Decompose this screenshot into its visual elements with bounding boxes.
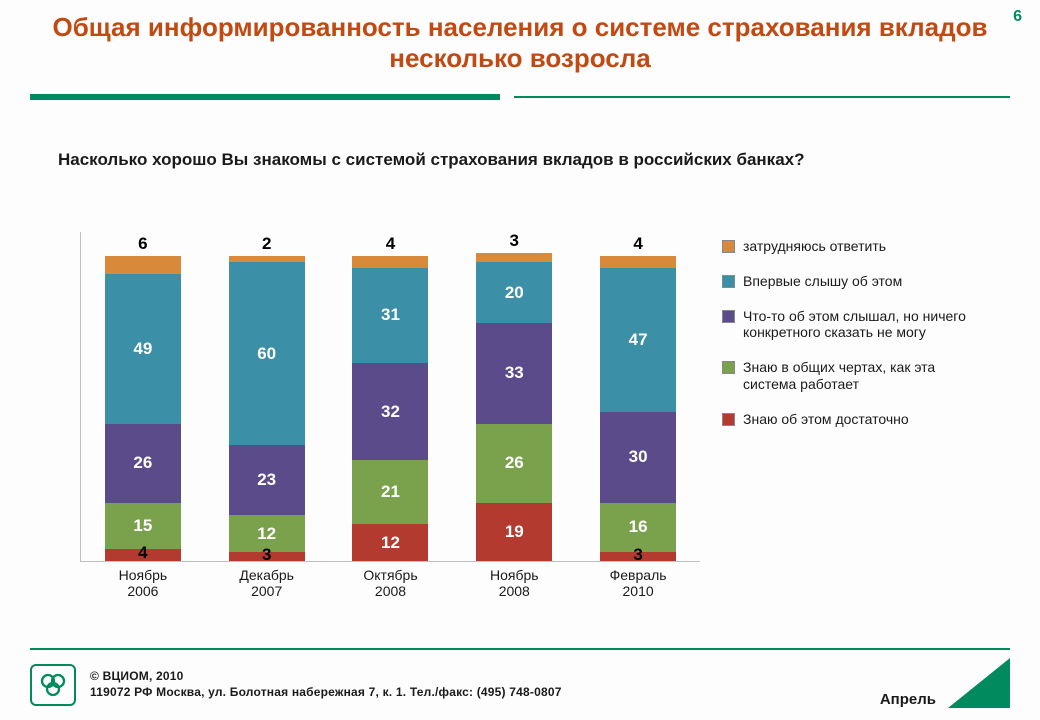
bar: 122360 (229, 256, 305, 561)
legend-item: Что-то об этом слышал, но ничего конкрет… (722, 308, 980, 342)
legend-item: Знаю об этом достаточно (722, 411, 980, 428)
bar-slot: 34163047Февраль 2010 (576, 232, 700, 561)
segment-label-outside: 2 (205, 234, 329, 254)
segment-first_time: 20 (476, 262, 552, 323)
legend-swatch (722, 413, 735, 426)
plot-area: 46152649Ноябрь 200632122360Декабрь 20074… (80, 232, 700, 602)
footer-triangle (948, 658, 1010, 708)
segment-na (105, 256, 181, 274)
legend-item: Впервые слышу об этом (722, 273, 980, 290)
segment-general_idea: 21 (352, 460, 428, 524)
bar-slot: 412213231Октябрь 2008 (329, 232, 453, 561)
bar: 152649 (105, 256, 181, 561)
segment-heard_something: 33 (476, 323, 552, 424)
legend-text: Что-то об этом слышал, но ничего конкрет… (743, 308, 980, 342)
legend-text: затрудняюсь ответить (743, 238, 886, 255)
legend-text: Знаю об этом достаточно (743, 411, 909, 428)
bar: 163047 (600, 256, 676, 561)
segment-heard_something: 23 (229, 445, 305, 515)
bar: 12213231 (352, 256, 428, 561)
footer-rule (30, 648, 1010, 650)
segment-label-outside: 6 (81, 234, 205, 254)
legend-swatch (722, 240, 735, 253)
segment-na (476, 253, 552, 262)
logo (30, 664, 76, 706)
legend-swatch (722, 310, 735, 323)
footer-right: Апрель (880, 658, 1010, 708)
month-label: Апрель (880, 691, 936, 708)
category-label: Ноябрь 2006 (75, 561, 211, 599)
legend-item: затрудняюсь ответить (722, 238, 980, 255)
footer: © ВЦИОМ, 2010 119072 РФ Москва, ул. Боло… (30, 664, 1010, 706)
address: 119072 РФ Москва, ул. Болотная набережна… (90, 685, 562, 701)
category-label: Февраль 2010 (570, 561, 706, 599)
bar-slot: 46152649Ноябрь 2006 (81, 232, 205, 561)
segment-label-outside: 4 (329, 234, 453, 254)
legend-swatch (722, 275, 735, 288)
segment-heard_something: 30 (600, 412, 676, 504)
segment-na (600, 256, 676, 268)
segment-first_time: 49 (105, 274, 181, 423)
segment-general_idea: 15 (105, 503, 181, 549)
segment-label-outside: 4 (576, 234, 700, 254)
subtitle: Насколько хорошо Вы знакомы с системой с… (58, 150, 982, 170)
legend-swatch (722, 361, 735, 374)
footer-text: © ВЦИОМ, 2010 119072 РФ Москва, ул. Боло… (90, 669, 562, 700)
segment-heard_something: 26 (105, 424, 181, 503)
rule-right (514, 96, 1010, 98)
bars-row: 46152649Ноябрь 200632122360Декабрь 20074… (80, 232, 700, 562)
segment-first_time: 60 (229, 262, 305, 445)
legend-text: Знаю в общих чертах, как эта система раб… (743, 359, 980, 393)
bar: 19263320 (476, 253, 552, 561)
segment-na (352, 256, 428, 268)
legend: затрудняюсь ответить Впервые слышу об это… (700, 232, 980, 602)
bar-slot: 319263320Ноябрь 2008 (452, 232, 576, 561)
segment-know_enough: 19 (476, 503, 552, 561)
category-label: Декабрь 2007 (199, 561, 335, 599)
bar-slot: 32122360Декабрь 2007 (205, 232, 329, 561)
category-label: Октябрь 2008 (323, 561, 459, 599)
category-label: Ноябрь 2008 (446, 561, 582, 599)
chart: 46152649Ноябрь 200632122360Декабрь 20074… (80, 232, 980, 602)
page-title: Общая информированность населения о сист… (0, 12, 1040, 74)
title-rule (30, 92, 1010, 102)
segment-label-outside: 3 (452, 231, 576, 251)
copyright: © ВЦИОМ, 2010 (90, 669, 562, 685)
segment-first_time: 31 (352, 268, 428, 363)
rule-left (30, 94, 500, 100)
legend-text: Впервые слышу об этом (743, 273, 902, 290)
segment-know_enough: 12 (352, 524, 428, 561)
segment-first_time: 47 (600, 268, 676, 411)
legend-item: Знаю в общих чертах, как эта система раб… (722, 359, 980, 393)
segment-general_idea: 26 (476, 424, 552, 503)
segment-heard_something: 32 (352, 363, 428, 461)
